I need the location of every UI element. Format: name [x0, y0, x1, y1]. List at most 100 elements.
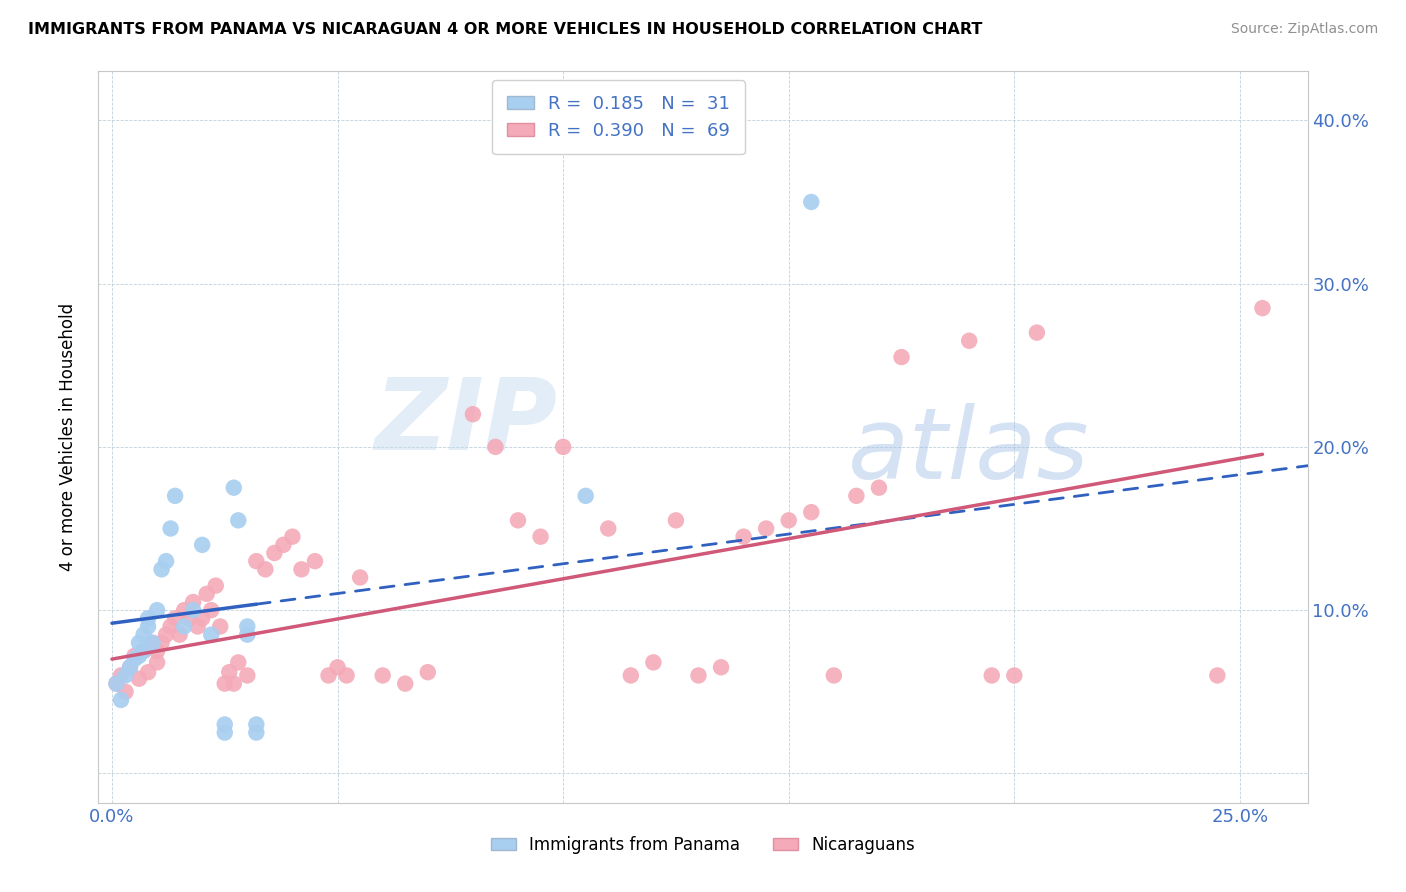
Point: [124, 652, 146, 666]
Point: [110, 668, 132, 682]
Point: [1251, 301, 1274, 315]
Point: [187, 619, 209, 633]
Point: [200, 603, 222, 617]
Point: [155, 627, 177, 641]
Point: [181, 595, 204, 609]
Text: atlas: atlas: [848, 403, 1090, 500]
Point: [150, 562, 173, 576]
Point: [105, 676, 128, 690]
Point: [290, 562, 312, 576]
Point: [1025, 326, 1047, 340]
Point: [173, 603, 195, 617]
Point: [868, 481, 890, 495]
Point: [620, 668, 643, 682]
Point: [800, 505, 823, 519]
Point: [484, 440, 506, 454]
Point: [150, 636, 173, 650]
Y-axis label: 4 or more Vehicles in Household: 4 or more Vehicles in Household: [59, 303, 77, 571]
Point: [142, 636, 165, 650]
Point: [800, 194, 823, 209]
Point: [665, 513, 688, 527]
Point: [222, 481, 245, 495]
Point: [643, 656, 665, 670]
Point: [755, 521, 778, 535]
Text: IMMIGRANTS FROM PANAMA VS NICARAGUAN 4 OR MORE VEHICLES IN HOUSEHOLD CORRELATION: IMMIGRANTS FROM PANAMA VS NICARAGUAN 4 O…: [28, 22, 983, 37]
Point: [191, 611, 214, 625]
Point: [335, 668, 357, 682]
Point: [263, 546, 285, 560]
Point: [118, 660, 141, 674]
Point: [146, 644, 169, 658]
Point: [245, 717, 267, 731]
Point: [236, 668, 259, 682]
Point: [890, 350, 912, 364]
Point: [214, 725, 236, 739]
Point: [1002, 668, 1025, 682]
Point: [214, 717, 236, 731]
Point: [957, 334, 980, 348]
Point: [226, 513, 249, 527]
Point: [159, 619, 181, 633]
Point: [688, 668, 710, 682]
Point: [191, 538, 214, 552]
Point: [200, 627, 222, 641]
Point: [326, 660, 349, 674]
Point: [124, 648, 146, 663]
Point: [214, 676, 236, 690]
Point: [506, 513, 529, 527]
Point: [218, 665, 240, 680]
Point: [222, 676, 245, 690]
Point: [553, 440, 575, 454]
Point: [132, 644, 155, 658]
Point: [169, 627, 191, 641]
Point: [845, 489, 868, 503]
Point: [132, 644, 155, 658]
Point: [173, 619, 195, 633]
Point: [142, 636, 165, 650]
Point: [318, 668, 340, 682]
Point: [733, 530, 755, 544]
Point: [1206, 668, 1229, 682]
Legend: Immigrants from Panama, Nicaraguans: Immigrants from Panama, Nicaraguans: [484, 829, 922, 860]
Point: [128, 648, 150, 663]
Point: [177, 611, 200, 625]
Point: [371, 668, 394, 682]
Point: [778, 513, 800, 527]
Point: [204, 579, 226, 593]
Point: [236, 627, 259, 641]
Point: [461, 407, 484, 421]
Point: [155, 554, 177, 568]
Point: [146, 656, 169, 670]
Point: [710, 660, 733, 674]
Point: [165, 489, 187, 503]
Point: [118, 660, 141, 674]
Point: [128, 636, 150, 650]
Point: [146, 603, 169, 617]
Point: [105, 676, 128, 690]
Point: [980, 668, 1002, 682]
Point: [394, 676, 416, 690]
Point: [304, 554, 326, 568]
Point: [349, 570, 371, 584]
Point: [110, 693, 132, 707]
Point: [128, 672, 150, 686]
Point: [236, 619, 259, 633]
Point: [165, 611, 187, 625]
Text: ZIP: ZIP: [375, 374, 558, 471]
Point: [136, 611, 159, 625]
Point: [273, 538, 295, 552]
Point: [132, 627, 155, 641]
Point: [195, 587, 218, 601]
Point: [416, 665, 439, 680]
Point: [226, 656, 249, 670]
Point: [209, 619, 232, 633]
Point: [181, 603, 204, 617]
Point: [529, 530, 551, 544]
Point: [254, 562, 277, 576]
Point: [136, 619, 159, 633]
Point: [114, 685, 136, 699]
Point: [114, 668, 136, 682]
Point: [136, 665, 159, 680]
Point: [575, 489, 598, 503]
Text: Source: ZipAtlas.com: Source: ZipAtlas.com: [1230, 22, 1378, 37]
